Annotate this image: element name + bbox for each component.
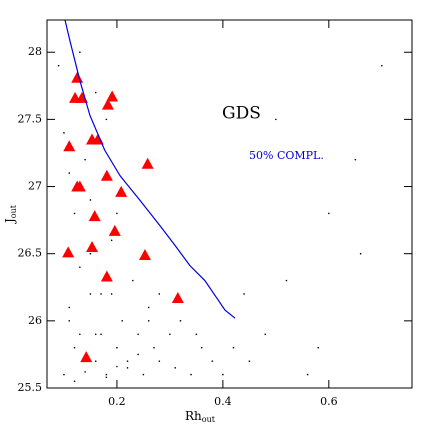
point [73, 346, 76, 349]
point [137, 353, 139, 356]
triangle-marker [115, 185, 128, 197]
point [200, 346, 203, 349]
point [153, 346, 155, 349]
point [158, 360, 161, 362]
point [243, 293, 245, 295]
point [354, 158, 357, 161]
point [79, 51, 81, 54]
point [116, 365, 118, 368]
point [132, 279, 134, 282]
x-tick-label: 0.2 [108, 395, 126, 408]
point [79, 266, 81, 268]
y-tick-label: 26 [28, 314, 42, 327]
y-axis-label: Jout [3, 204, 19, 225]
point [68, 320, 71, 322]
y-tick-label: 26.5 [18, 247, 43, 260]
triangle-marker [62, 246, 75, 258]
point [94, 91, 97, 94]
point [100, 333, 102, 336]
point [190, 373, 192, 376]
completeness-curve [64, 19, 236, 319]
point [264, 333, 267, 336]
triangle-marker [106, 90, 119, 102]
point [116, 346, 118, 349]
point [222, 373, 224, 376]
point [68, 172, 71, 174]
triangle-marker [141, 157, 154, 169]
y-axis-label-main: J [3, 218, 17, 225]
y-axis-label-sub: out [9, 204, 18, 218]
point [116, 212, 118, 215]
point [142, 373, 145, 376]
y-tick-label: 27 [28, 180, 42, 193]
plot-area [57, 19, 383, 383]
point [137, 333, 139, 336]
point [94, 360, 97, 362]
point [317, 346, 320, 349]
point [275, 118, 277, 121]
point [63, 132, 65, 134]
y-tick-label: 25.5 [18, 381, 43, 394]
point [89, 252, 92, 255]
point [84, 371, 86, 373]
triangle-marker [80, 351, 93, 363]
point [105, 376, 108, 379]
point [232, 346, 235, 349]
point [174, 367, 177, 369]
point [328, 212, 330, 215]
triangle-marker [171, 292, 184, 304]
triangle-marker [63, 140, 76, 152]
annotation: GDS [222, 104, 261, 124]
point [359, 252, 362, 255]
triangle-marker [73, 180, 86, 192]
point [89, 293, 92, 295]
x-axis-label-sub: out [202, 415, 216, 424]
point [306, 373, 309, 376]
x-tick-label: 0.4 [214, 395, 232, 408]
x-axis-label-main: Rh [185, 409, 202, 423]
point [110, 293, 113, 295]
point [158, 293, 161, 295]
point [105, 373, 108, 376]
point [73, 380, 76, 383]
point [105, 118, 108, 121]
point [73, 212, 76, 215]
point [211, 360, 214, 362]
point [100, 293, 102, 295]
triangle-marker [88, 210, 101, 222]
point [63, 373, 65, 376]
point [147, 306, 150, 309]
point [94, 333, 97, 336]
triangle-marker [139, 249, 152, 261]
triangle-marker [101, 98, 114, 110]
point [57, 64, 60, 67]
point [248, 360, 251, 362]
point [147, 320, 150, 322]
point [126, 360, 129, 362]
x-axis-label: Rhout [185, 409, 216, 425]
point [84, 158, 86, 161]
y-tick-label: 28 [28, 45, 42, 58]
point [79, 333, 81, 336]
x-tick-label: 0.6 [320, 395, 338, 408]
triangle-marker [100, 169, 113, 181]
annotation: 50% COMPL. [249, 149, 324, 162]
y-tick-label: 27.5 [18, 112, 43, 125]
point [195, 333, 198, 336]
point [89, 199, 92, 201]
point [169, 333, 171, 336]
point [110, 239, 113, 242]
triangle-marker [108, 224, 121, 236]
plot-frame [46, 19, 413, 389]
triangle-marker [86, 240, 99, 252]
point [68, 306, 71, 309]
triangle-marker [71, 71, 84, 83]
point [126, 367, 129, 369]
point [381, 64, 383, 67]
point [285, 279, 288, 282]
triangle-marker [100, 270, 113, 282]
point [179, 320, 182, 322]
point [121, 320, 124, 322]
